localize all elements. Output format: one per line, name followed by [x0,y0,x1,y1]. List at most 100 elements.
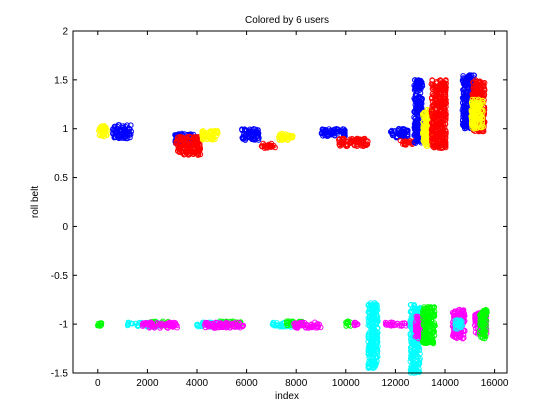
data-point [462,81,468,88]
data-point [437,95,444,102]
data-point [422,141,428,147]
data-point [161,321,168,328]
data-point [190,151,197,158]
data-point [441,112,448,119]
data-point [170,322,176,329]
data-point [413,132,420,139]
data-point [374,339,381,345]
data-point [331,131,338,137]
data-point [412,323,419,330]
data-point [186,151,193,158]
data-point [117,127,124,133]
cluster-yellow [276,130,296,143]
data-point [240,135,246,141]
data-point [345,318,351,325]
cluster-red [336,135,371,150]
y-tick-label: -1.5 [51,369,69,380]
data-point [148,322,154,328]
data-point [470,110,476,117]
data-point [442,136,449,142]
data-point [341,136,347,143]
data-point [202,319,209,326]
data-point [99,125,105,131]
cluster-red [258,140,278,151]
data-point [225,323,232,330]
data-point [371,305,378,311]
data-point [414,109,420,115]
data-point [271,322,278,329]
data-point [441,129,447,135]
data-point [371,357,378,363]
data-point [411,126,418,133]
data-point [255,135,262,141]
data-point [175,145,182,152]
data-point [248,133,254,140]
data-point [413,326,419,332]
cluster-green [476,307,490,342]
data-point [462,124,468,130]
data-point [182,141,188,148]
data-point [420,119,426,126]
data-point [423,305,430,312]
data-point [461,335,467,341]
data-point [344,143,351,149]
data-point [458,310,465,317]
y-tick-label: -0.5 [51,271,69,282]
data-point [461,104,467,110]
data-point [267,143,274,149]
data-point [202,322,208,328]
cluster-cyan [452,317,466,332]
data-point [335,126,341,133]
y-tick-label: 1 [62,124,68,135]
data-point [429,85,436,92]
data-point [469,102,476,109]
data-point [476,115,482,121]
data-point [438,132,444,139]
data-point [389,130,396,137]
data-point [425,324,432,330]
x-tick-label: 14000 [431,378,459,389]
data-point [479,316,486,323]
data-point [438,101,445,108]
data-point [273,322,280,329]
data-point [470,79,476,86]
data-point [413,305,419,312]
axes: 0 2000 4000 6000 8000 10000 12000 14000 16000 -1.… [51,27,509,390]
data-point [463,116,470,123]
cluster-cyan [365,300,381,371]
data-point [464,86,471,92]
data-point [428,120,435,126]
data-point [413,119,419,125]
data-point [368,304,375,311]
data-point [481,330,488,336]
data-point [469,117,475,124]
data-point [235,324,241,330]
data-point [393,133,400,139]
data-point [228,323,235,329]
data-point [128,122,134,128]
data-point [420,320,427,327]
data-point [410,350,416,357]
y-tick-label: 2 [62,27,68,38]
x-tick-label: 8000 [285,378,308,389]
data-points [95,72,490,376]
data-point [372,315,379,322]
data-point [425,327,432,333]
data-point [320,133,326,139]
data-point [369,332,375,339]
data-point [139,323,146,329]
data-point [100,132,106,138]
y-axis-label: roll belt [30,186,41,218]
data-point [436,117,443,123]
data-point [121,130,127,137]
data-point [432,128,438,135]
cluster-magenta [351,319,361,329]
data-point [347,137,354,144]
data-point [475,123,482,129]
data-point [437,143,443,149]
data-point [364,141,371,148]
data-point [424,334,431,340]
data-point [477,111,483,118]
data-point [409,339,415,345]
